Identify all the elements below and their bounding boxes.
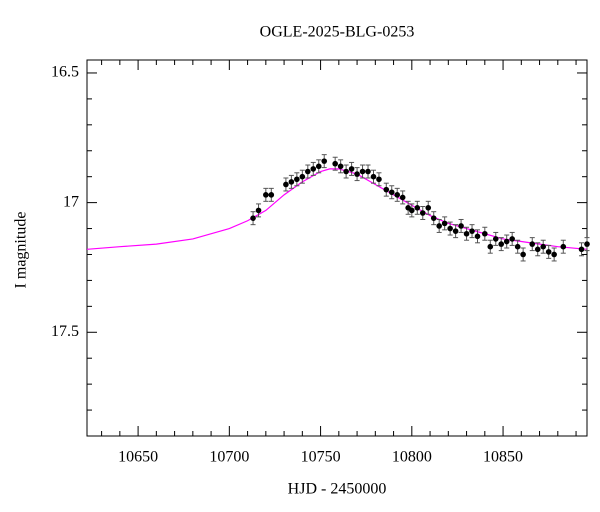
data-point [578,246,585,253]
data-point [263,192,269,198]
data-point [503,238,510,245]
data-point [388,189,395,196]
data-point [447,225,453,232]
data-point [441,220,448,227]
data-point [315,163,322,170]
data-point [294,176,300,183]
data-point [321,158,328,164]
plot-frame [86,59,588,437]
y-tick-label: 16.5 [51,64,79,81]
data-point [409,207,415,214]
data-point [399,194,406,201]
data-point [310,166,317,172]
data-point [419,210,426,216]
data-point [482,230,488,237]
data-point [376,176,382,183]
data-point [487,243,494,250]
data-point [560,243,567,250]
data-point [492,236,499,242]
data-point [394,192,401,198]
data-point [383,186,390,193]
data-point [520,251,526,258]
x-tick-label: 10850 [483,449,523,466]
data-point [463,230,470,237]
data-point [425,205,432,211]
chart-title: OGLE-2025-BLG-0253 [260,24,415,41]
data-point [283,181,289,188]
data-point [452,228,459,234]
y-tick-label: 17.5 [51,323,79,340]
data-point [354,171,360,177]
data-point [359,168,366,175]
x-tick-label: 10750 [301,449,341,466]
data-point [514,243,521,250]
data-point [250,215,256,221]
data-point [529,241,536,247]
data-point [305,168,311,175]
data-point [268,192,275,198]
data-point [469,228,475,234]
data-point [474,233,481,240]
y-axis-label: I magnitude [13,212,30,289]
data-point [545,249,552,255]
data-point [370,173,377,180]
data-point [414,205,421,211]
x-tick-label: 10650 [118,449,158,466]
data-point [498,241,505,247]
data-point [288,179,295,185]
data-point [509,236,515,242]
data-point [540,243,547,250]
data-point [255,207,262,214]
data-point [343,168,349,175]
data-point [332,160,338,167]
data-point [365,168,371,175]
y-tick-label: 17 [63,193,79,210]
data-point [337,163,344,170]
x-axis-label: HJD - 2450000 [288,481,387,498]
data-point [551,251,557,258]
data-point [458,223,464,229]
x-tick-label: 10800 [392,449,432,466]
data-point [436,223,442,229]
x-tick-label: 10700 [209,449,249,466]
data-point [348,166,355,172]
data-point [584,241,590,247]
data-point [534,246,541,253]
data-point [430,215,437,221]
data-point [299,173,306,180]
